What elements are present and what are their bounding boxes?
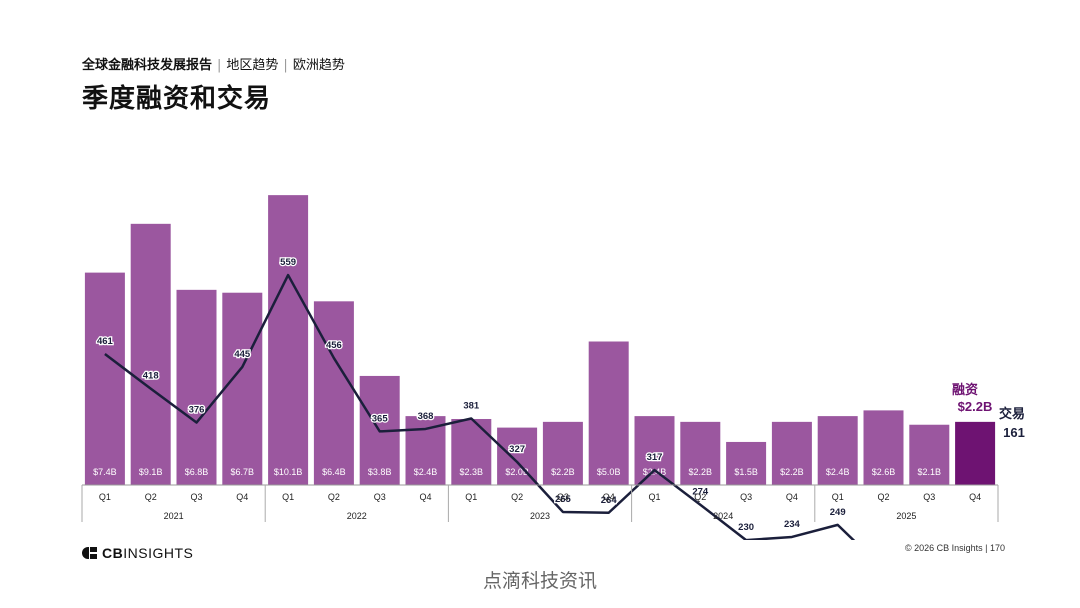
deals-value-label: 274 (692, 487, 709, 498)
copyright: © 2026 CB Insights | 170 (904, 543, 1005, 553)
bar-value-label: $2.0B (505, 467, 529, 477)
page-title: 季度融资和交易 (82, 84, 272, 114)
x-tick-quarter: Q2 (145, 492, 157, 502)
x-tick-quarter: Q1 (99, 492, 111, 502)
bar-value-label: $2.4B (826, 467, 850, 477)
deals-line (104, 273, 856, 540)
deals-value-label: 265 (555, 494, 572, 505)
breadcrumb-separator: | (283, 58, 288, 73)
cb-logo-icon (82, 547, 98, 559)
bar (222, 292, 263, 485)
bar-value-label: $1.5B (734, 467, 758, 477)
deals-value-label: 381 (463, 400, 480, 411)
bar (955, 421, 996, 485)
deals-value-label: 461 (97, 336, 114, 347)
breadcrumb-separator: | (217, 58, 222, 73)
x-tick-quarter: Q2 (694, 492, 706, 502)
breadcrumb: 全球金融科技发展报告 | 地区趋势 | 欧洲趋势 (82, 54, 345, 73)
deals-value-label: 249 (830, 507, 846, 518)
bar-value-label: $9.1B (139, 467, 163, 477)
breadcrumb-report: 全球金融科技发展报告 (82, 58, 213, 73)
x-tick-quarter: Q3 (923, 492, 935, 502)
x-tick-quarter: Q3 (374, 492, 386, 502)
bar-value-label: $2.6B (872, 467, 896, 477)
x-tick-quarter: Q2 (511, 492, 523, 502)
bar-value-label: $6.8B (185, 467, 209, 477)
bar-value-label: $10.1B (274, 467, 303, 477)
bar (863, 410, 904, 485)
bar (405, 416, 446, 485)
bar-value-label: $2.2B (551, 467, 575, 477)
x-tick-quarter: Q1 (832, 492, 844, 502)
x-tick-year: 2022 (347, 511, 367, 521)
bar (542, 421, 583, 485)
x-tick-quarter: Q1 (648, 492, 660, 502)
bar-value-label: $3.8B (368, 467, 392, 477)
bar (313, 301, 354, 485)
bar (588, 341, 629, 485)
deals-value-label: 376 (189, 405, 205, 416)
deals-value-label: 418 (143, 371, 159, 382)
bar-value-label: $2.3B (460, 467, 484, 477)
x-tick-year: 2025 (896, 511, 916, 521)
deals-value-label: 445 (234, 349, 251, 360)
bar (634, 416, 675, 485)
logo-text: CBINSIGHTS (102, 545, 194, 561)
x-tick-quarter: Q3 (557, 492, 569, 502)
bar (130, 223, 171, 485)
x-tick-quarter: Q3 (190, 492, 202, 502)
x-tick-quarter: Q1 (465, 492, 477, 502)
x-tick-quarter: Q3 (740, 492, 752, 502)
x-tick-year: 2021 (164, 511, 184, 521)
bar-value-label: $6.7B (231, 467, 255, 477)
bar-value-label: $7.4B (93, 467, 117, 477)
bar-value-label: $2.1B (918, 467, 942, 477)
funding-deals-chart: $7.4B $9.1B $6.8B $6.7B $10.1B $6.4B $3.8B $2.4… (81, 195, 1025, 540)
bar (726, 441, 767, 485)
x-tick-quarter: Q1 (282, 492, 294, 502)
x-tick-quarter: Q4 (603, 492, 615, 502)
deals-value-label: 456 (326, 340, 342, 351)
deals-value-label: 559 (280, 257, 296, 268)
cb-insights-logo: CBINSIGHTS (82, 545, 193, 561)
bar-value-label: $2.4B (643, 467, 667, 477)
bar (84, 272, 125, 485)
watermark: 点滴科技资讯 (482, 570, 597, 592)
bar-value-label: $2.4B (414, 467, 438, 477)
callout-deals-value: 161 (1003, 425, 1025, 440)
bar (176, 289, 217, 485)
x-tick-year: 2024 (713, 511, 733, 521)
x-tick-quarter: Q4 (236, 492, 248, 502)
bar (680, 421, 721, 485)
bar (268, 195, 309, 485)
breadcrumb-region: 地区趋势 (226, 58, 279, 73)
deals-value-label: 234 (784, 519, 801, 530)
bar-value-label: $2.2B (689, 467, 713, 477)
bar-value-label: $5.0B (597, 467, 621, 477)
callout-funding-label: 融资 (952, 382, 978, 398)
deals-value-label: 327 (509, 444, 525, 455)
bar (771, 421, 812, 485)
deals-value-label: 264 (601, 495, 618, 506)
deals-value-label: 368 (418, 411, 434, 422)
callout-funding-value: $2.2B (958, 399, 993, 414)
bar-value-label: $6.4B (322, 467, 346, 477)
x-tick-quarter: Q4 (786, 492, 798, 502)
x-tick-quarter: Q2 (877, 492, 889, 502)
deals-value-label: 230 (738, 522, 754, 533)
bar-value-label: $2.2B (780, 467, 804, 477)
x-tick-year: 2023 (530, 511, 550, 521)
x-tick-quarter: Q2 (328, 492, 340, 502)
bar (817, 416, 858, 485)
x-tick-quarter: Q4 (419, 492, 431, 502)
deals-value-label: 317 (647, 452, 663, 463)
deals-value-label: 365 (372, 413, 389, 424)
callout-deals-label: 交易 (999, 406, 1025, 422)
bar (909, 424, 950, 485)
breadcrumb-europe: 欧洲趋势 (292, 58, 345, 73)
x-tick-quarter: Q4 (969, 492, 981, 502)
